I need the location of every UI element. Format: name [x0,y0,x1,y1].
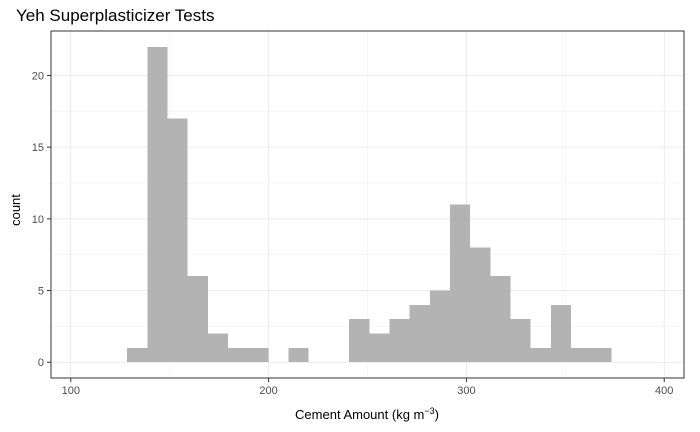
axis-ticks: 100 200 300 400 0 5 10 15 20 [32,70,674,397]
x-axis-label-main: Cement Amount (kg m [295,407,424,422]
histogram-bar [127,347,148,363]
histogram-bar [389,319,410,363]
chart-title: Yeh Superplasticizer Tests [16,6,214,25]
y-tick-label: 5 [38,286,44,298]
histogram-bar [228,347,249,363]
x-axis-label-superscript: −3 [424,406,434,416]
panel-border [50,30,685,379]
x-tick-label: 400 [655,385,673,397]
x-tick-label: 300 [457,385,475,397]
histogram-bar [550,304,572,363]
histogram-bar [147,46,168,363]
x-axis-label-suffix: ) [435,407,439,422]
histogram-bar [571,347,592,363]
histogram-bar [288,347,309,363]
histogram-bar [409,304,430,363]
histogram-bar [510,319,531,363]
y-tick-label: 20 [32,70,44,82]
x-tick-label: 100 [62,385,80,397]
histogram-bar [248,347,269,363]
histogram-bars [127,46,612,363]
y-tick-label: 10 [32,214,44,226]
histogram-bar [207,333,229,363]
histogram-bar [591,347,612,363]
y-tick-label: 0 [38,357,44,369]
histogram-bar [187,276,208,363]
histogram-bar [449,204,471,363]
histogram-bar [490,276,511,363]
x-axis-label: Cement Amount (kg m−3) [295,406,439,422]
histogram-bar [530,347,551,363]
x-tick-label: 200 [259,385,277,397]
histogram-bar [470,247,491,363]
y-axis-label: count [8,194,23,226]
y-tick-label: 15 [32,142,44,154]
histogram-bar [167,118,188,363]
histogram-bar [369,333,390,363]
histogram-bar [349,319,370,363]
histogram-bar [429,290,450,363]
